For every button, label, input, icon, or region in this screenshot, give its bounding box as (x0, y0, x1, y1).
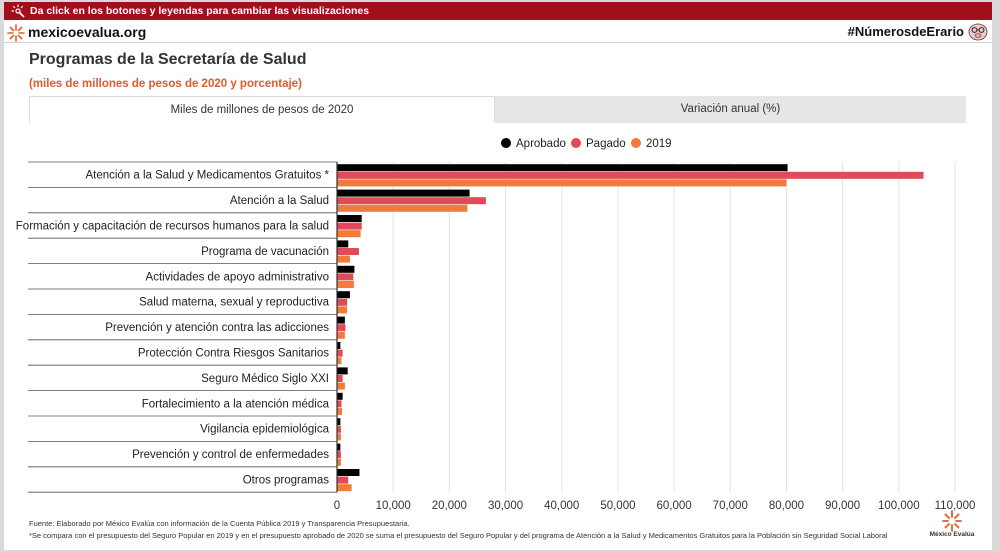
footer-logo-icon (942, 510, 962, 532)
footnote-source: Fuente: Elaborado por México Evalúa con … (29, 519, 410, 528)
bar (337, 281, 354, 288)
bar (337, 248, 359, 255)
bar (337, 342, 341, 349)
bar (337, 382, 345, 390)
x-tick-label: 40,000 (544, 500, 579, 512)
bar (337, 222, 362, 230)
bar (337, 230, 361, 238)
x-tick-label: 20,000 (432, 500, 467, 512)
bar (337, 408, 343, 415)
bar (337, 171, 924, 179)
brand-row: mexicoevalua.org #NúmerosdeErario (4, 21, 992, 43)
x-tick-label: 10,000 (376, 500, 411, 512)
view-tabs: Miles de millones de pesos de 2020 Varia… (29, 96, 966, 123)
bar (337, 179, 787, 187)
category-label: Seguro Médico Siglo XXI (201, 373, 329, 385)
bar-chart: Atención a la Salud y Medicamentos Gratu… (16, 138, 976, 512)
bar (337, 316, 345, 324)
page-title: Programas de la Secretaría de Salud (29, 51, 307, 68)
category-label: Formación y capacitación de recursos hum… (16, 221, 329, 233)
hint-banner: Da click en los botones y leyendas para … (4, 2, 992, 20)
legend-swatch (571, 138, 581, 148)
bar (337, 164, 788, 172)
legend-item: Pagado (586, 138, 626, 150)
x-tick-label: 30,000 (488, 500, 523, 512)
bar (337, 418, 341, 426)
category-label: Prevención y atención contra las adiccio… (105, 322, 329, 334)
footnote-note: *Se compara con el presupuesto del Segur… (29, 531, 888, 540)
footer-brand-name: México Evalúa (929, 531, 975, 538)
x-tick-label: 60,000 (656, 500, 691, 512)
bar (337, 265, 355, 273)
tab-variacion[interactable]: Variación anual (%) (495, 96, 966, 123)
category-label: Otros programas (243, 475, 330, 487)
bar (337, 298, 348, 306)
x-tick-label: 50,000 (600, 500, 635, 512)
bar (337, 469, 360, 476)
legend-swatch (631, 138, 641, 148)
brand-name[interactable]: mexicoevalua.org (28, 24, 147, 40)
bar (337, 324, 346, 332)
tab-pesos[interactable]: Miles de millones de pesos de 2020 (29, 96, 495, 123)
star-burst-logo-icon (7, 24, 25, 42)
category-label: Atención a la Salud (230, 195, 329, 207)
x-tick-label: 0 (334, 500, 340, 512)
bar (337, 273, 354, 281)
bar (337, 189, 470, 197)
bar (337, 433, 341, 441)
bar (337, 197, 486, 205)
hand-pointer-icon (11, 4, 25, 18)
bar (337, 425, 341, 433)
x-tick-label: 70,000 (713, 500, 748, 512)
bar (337, 357, 342, 365)
category-label: Salud materna, sexual y reproductiva (139, 297, 329, 309)
bar (337, 215, 362, 222)
x-tick-label: 110,000 (935, 500, 976, 512)
bar (337, 375, 343, 382)
category-label: Protección Contra Riesgos Sanitarios (138, 348, 329, 360)
bar (337, 255, 350, 263)
category-label: Atención a la Salud y Medicamentos Gratu… (85, 170, 329, 182)
bar (337, 451, 341, 459)
bar (337, 484, 352, 492)
legend-swatch (501, 138, 511, 148)
category-label: Vigilancia epidemiológica (200, 424, 330, 436)
bar (337, 476, 349, 484)
bar (337, 392, 343, 400)
bar (337, 240, 349, 248)
x-tick-label: 100,000 (878, 500, 920, 512)
legend-item: Aprobado (516, 138, 566, 150)
bar (337, 367, 348, 375)
bar (337, 443, 341, 451)
category-label: Fortalecimiento a la atención médica (142, 398, 330, 410)
page-subtitle: (miles de millones de pesos de 2020 y po… (29, 78, 302, 90)
x-tick-label: 80,000 (769, 500, 804, 512)
hashtag: #NúmerosdeErario (847, 24, 964, 39)
bar (337, 400, 342, 408)
page: Da click en los botones y leyendas para … (4, 2, 992, 550)
bar (337, 306, 348, 314)
legend-item: 2019 (646, 138, 672, 150)
banner-hint: Da click en los botones y leyendas para … (30, 5, 370, 17)
category-label: Programa de vacunación (201, 246, 329, 258)
bar (337, 458, 341, 466)
category-label: Prevención y control de enfermedades (132, 449, 329, 461)
bar (337, 331, 345, 339)
x-tick-label: 90,000 (825, 500, 860, 512)
pig-mascot-icon (968, 23, 988, 41)
bar (337, 349, 343, 357)
category-label: Actividades de apoyo administrativo (146, 271, 329, 283)
bar (337, 291, 350, 299)
bar (337, 204, 468, 212)
